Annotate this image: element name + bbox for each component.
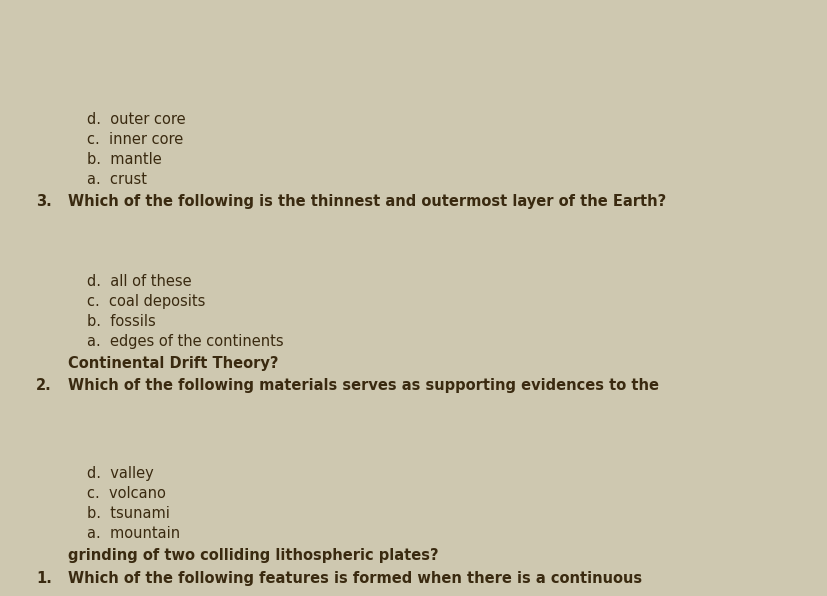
Text: c.  volcano: c. volcano (87, 486, 165, 501)
Text: Continental Drift Theory?: Continental Drift Theory? (68, 355, 279, 371)
Text: 3.: 3. (36, 194, 52, 209)
Text: d.  valley: d. valley (87, 466, 154, 482)
Text: 1.: 1. (36, 571, 52, 586)
Text: b.  mantle: b. mantle (87, 152, 161, 167)
Text: a.  crust: a. crust (87, 172, 147, 187)
Text: d.  outer core: d. outer core (87, 112, 185, 127)
Text: Which of the following features is formed when there is a continuous: Which of the following features is forme… (68, 571, 642, 586)
Text: b.  fossils: b. fossils (87, 313, 155, 329)
Text: c.  coal deposits: c. coal deposits (87, 294, 205, 309)
Text: a.  edges of the continents: a. edges of the continents (87, 334, 284, 349)
Text: c.  inner core: c. inner core (87, 132, 183, 147)
Text: Which of the following materials serves as supporting evidences to the: Which of the following materials serves … (68, 378, 659, 393)
Text: a.  mountain: a. mountain (87, 526, 180, 541)
Text: d.  all of these: d. all of these (87, 274, 192, 289)
Text: b.  tsunami: b. tsunami (87, 506, 170, 522)
Text: Which of the following is the thinnest and outermost layer of the Earth?: Which of the following is the thinnest a… (68, 194, 666, 209)
Text: 2.: 2. (36, 378, 52, 393)
Text: grinding of two colliding lithospheric plates?: grinding of two colliding lithospheric p… (68, 548, 438, 563)
